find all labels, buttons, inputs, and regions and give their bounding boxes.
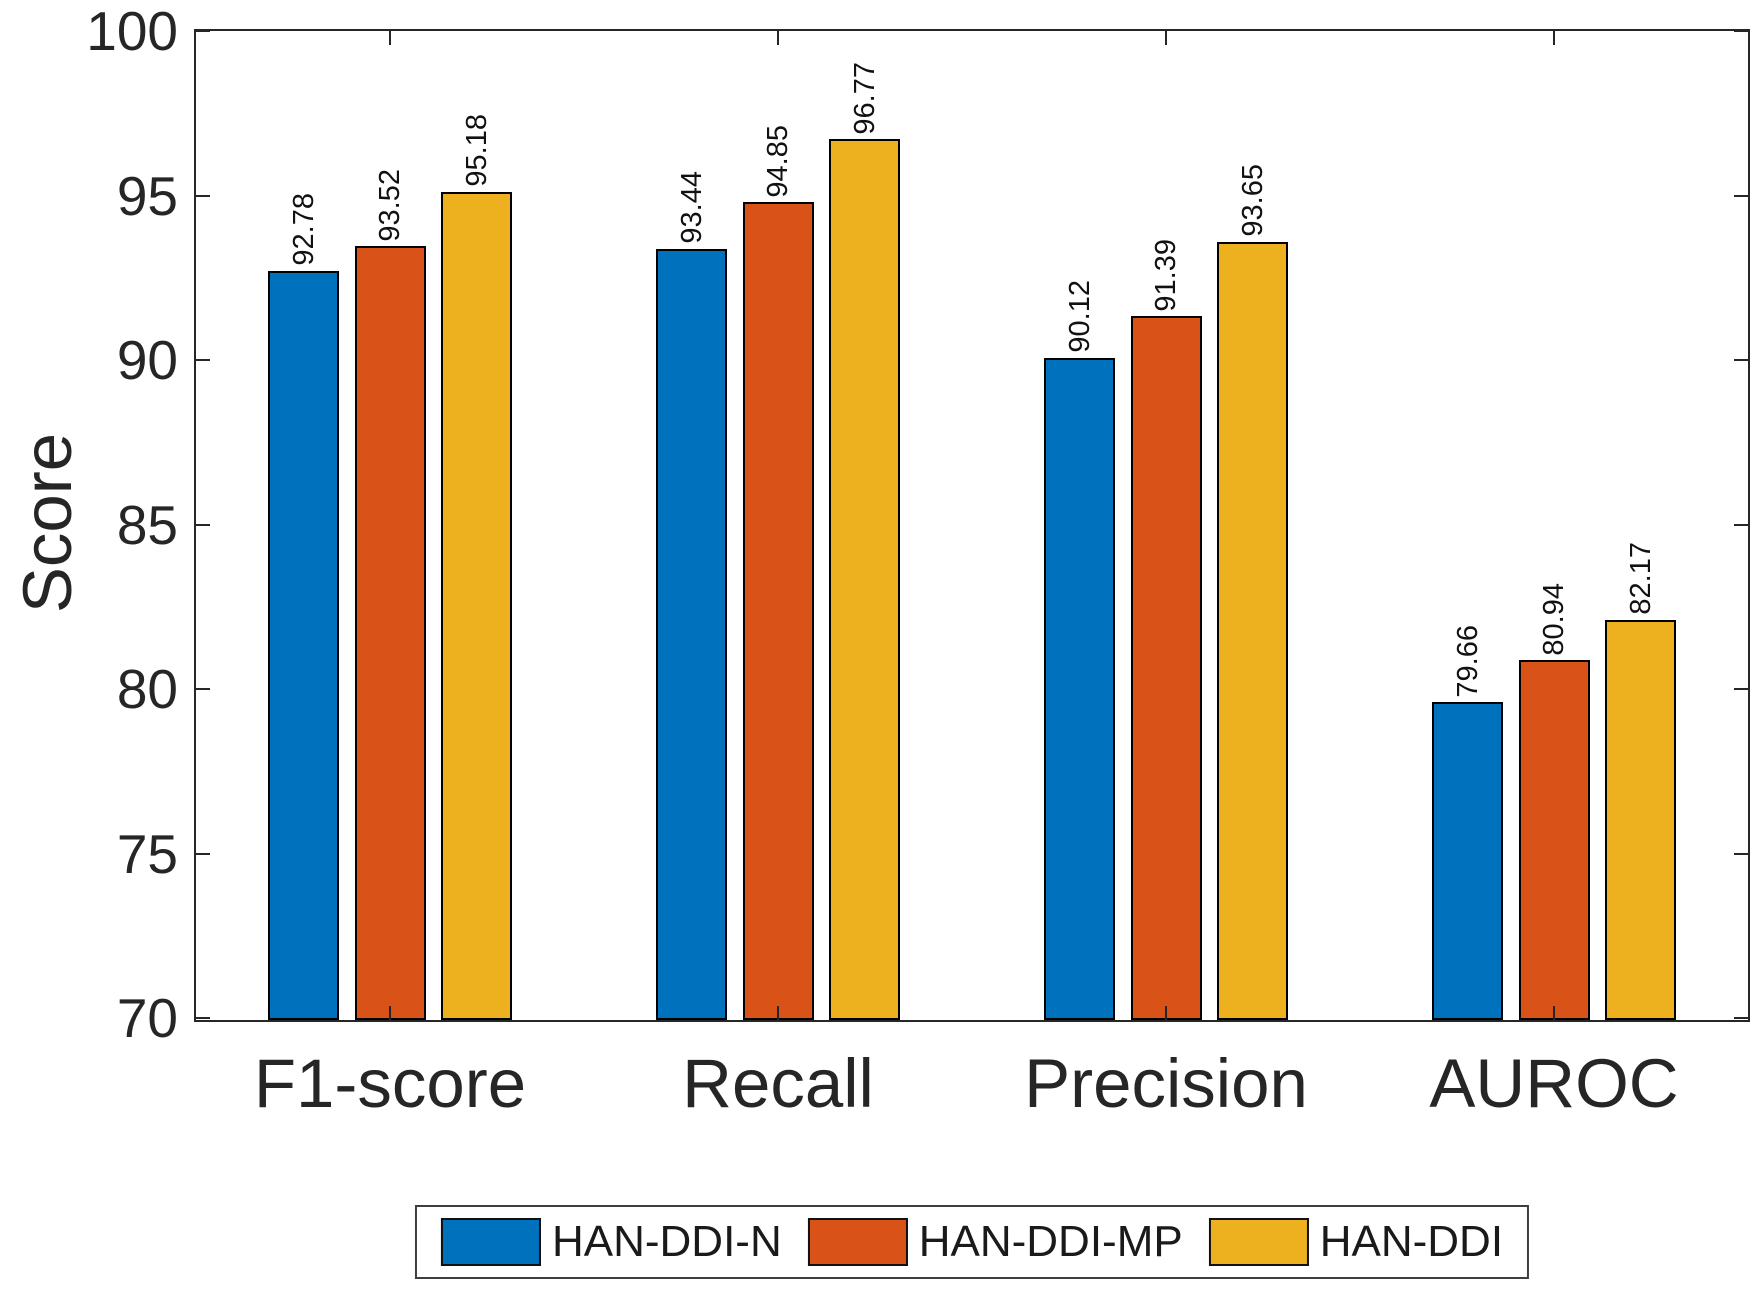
bar-value-label: 91.39 bbox=[1149, 238, 1182, 312]
bar-value-label: 93.65 bbox=[1236, 164, 1269, 237]
y-tick-label: 95 bbox=[116, 164, 178, 227]
bar-value-label: 82.17 bbox=[1624, 542, 1657, 615]
y-tick-label: 90 bbox=[116, 329, 178, 391]
legend-entry-HAN-DDI-N: HAN-DDI-N bbox=[440, 1217, 782, 1266]
bar-value-label: 80.94 bbox=[1537, 582, 1570, 656]
x-tick-mark-bottom bbox=[1553, 1006, 1555, 1020]
y-tick-mark-left bbox=[196, 852, 210, 855]
y-tick-mark-left bbox=[196, 523, 210, 526]
plot-area: 92.78 93.52 95.18 93.44 94.85 96.77 90.12 91.39… bbox=[194, 29, 1750, 1022]
legend-label-HAN-DDI-N: HAN-DDI-N bbox=[551, 1217, 782, 1266]
legend-swatch-HAN-DDI-N bbox=[440, 1218, 541, 1266]
y-tick-mark-right bbox=[1734, 194, 1748, 197]
y-tick-label: 100 bbox=[86, 0, 178, 62]
legend-entry-HAN-DDI-MP: HAN-DDI-MP bbox=[807, 1217, 1183, 1266]
x-tick-mark-top bbox=[1553, 31, 1555, 45]
x-category-label: F1-score bbox=[253, 1045, 527, 1122]
bar-HAN-DDI-N-F1-score bbox=[268, 270, 339, 1020]
bar-HAN-DDI-MP-Precision bbox=[1130, 316, 1202, 1020]
bar-value-label: 95.18 bbox=[460, 114, 493, 187]
x-category-label: AUROC bbox=[1429, 1045, 1679, 1122]
y-tick-mark-right bbox=[1734, 852, 1748, 855]
y-tick-mark-right bbox=[1734, 523, 1748, 526]
y-tick-label: 70 bbox=[116, 987, 178, 1049]
bar-value-label: 94.85 bbox=[761, 124, 794, 198]
legend-label-HAN-DDI: HAN-DDI bbox=[1319, 1217, 1504, 1266]
bar-HAN-DDI-F1-score bbox=[441, 191, 512, 1020]
y-tick-mark-right bbox=[1734, 30, 1748, 32]
y-tick-label: 80 bbox=[116, 658, 178, 720]
x-tick-mark-top bbox=[777, 31, 779, 45]
bar-HAN-DDI-Precision bbox=[1217, 241, 1288, 1020]
legend: HAN-DDI-N HAN-DDI-MP HAN-DDI bbox=[414, 1205, 1530, 1279]
y-tick-label: 85 bbox=[116, 493, 178, 556]
x-tick-mark-bottom bbox=[1165, 1006, 1167, 1020]
bar-HAN-DDI-Recall bbox=[829, 139, 900, 1020]
legend-label-HAN-DDI-MP: HAN-DDI-MP bbox=[918, 1217, 1183, 1266]
bar-value-label: 93.52 bbox=[373, 168, 406, 242]
legend-swatch-HAN-DDI-MP bbox=[807, 1218, 908, 1266]
bar-HAN-DDI-MP-Recall bbox=[742, 202, 814, 1020]
bar-value-label: 92.78 bbox=[287, 192, 320, 266]
bar-HAN-DDI-N-AUROC bbox=[1432, 702, 1503, 1020]
bar-value-label: 79.66 bbox=[1451, 624, 1484, 698]
x-tick-mark-bottom bbox=[389, 1006, 391, 1020]
x-tick-mark-bottom bbox=[777, 1006, 779, 1020]
y-tick-mark-left bbox=[196, 30, 210, 32]
bar-HAN-DDI-AUROC bbox=[1605, 619, 1676, 1020]
x-category-label: Recall bbox=[682, 1045, 874, 1122]
y-tick-mark-left bbox=[196, 1017, 210, 1019]
legend-swatch-HAN-DDI bbox=[1208, 1218, 1309, 1266]
y-tick-label: 75 bbox=[116, 822, 178, 885]
bar-value-label: 90.12 bbox=[1063, 280, 1096, 354]
y-tick-mark-right bbox=[1734, 1017, 1748, 1019]
legend-entry-HAN-DDI: HAN-DDI bbox=[1208, 1217, 1504, 1266]
y-tick-mark-right bbox=[1734, 359, 1748, 361]
y-tick-mark-left bbox=[196, 194, 210, 197]
bar-HAN-DDI-N-Precision bbox=[1044, 358, 1115, 1020]
y-tick-mark-left bbox=[196, 688, 210, 690]
x-tick-mark-top bbox=[389, 31, 391, 45]
bar-HAN-DDI-MP-AUROC bbox=[1518, 660, 1590, 1020]
bar-value-label: 96.77 bbox=[848, 61, 881, 135]
bar-HAN-DDI-MP-F1-score bbox=[354, 246, 426, 1020]
y-tick-mark-left bbox=[196, 359, 210, 361]
bar-value-label: 93.44 bbox=[675, 171, 708, 244]
y-tick-mark-right bbox=[1734, 688, 1748, 690]
bar-HAN-DDI-N-Recall bbox=[656, 248, 727, 1020]
x-tick-mark-top bbox=[1165, 31, 1167, 45]
x-category-label: Precision bbox=[1024, 1045, 1308, 1122]
